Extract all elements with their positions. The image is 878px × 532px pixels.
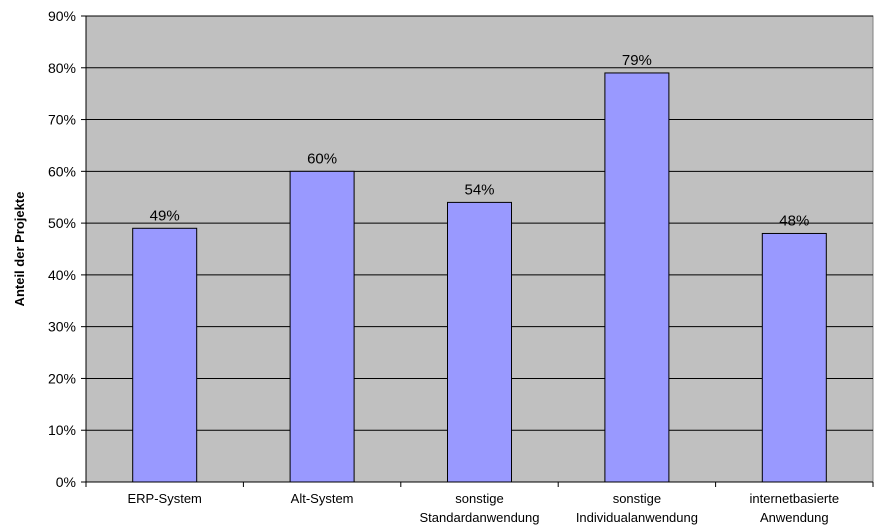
- bar: [132, 227, 198, 483]
- y-tick-label: 80%: [48, 60, 76, 76]
- bar: [761, 232, 827, 483]
- y-tick-label: 90%: [48, 8, 76, 24]
- data-label: 49%: [150, 207, 180, 224]
- data-label: 48%: [779, 212, 809, 229]
- x-axis-categories: ERP-System Alt-System sonstige Standardanwe…: [85, 482, 874, 525]
- y-axis-ticks: 0% 10% 20% 30% 40% 50% 60% 70% 80% 90%: [48, 8, 86, 490]
- y-tick-label: 10%: [48, 422, 76, 438]
- bar: [289, 170, 355, 483]
- gridlines: [86, 15, 873, 431]
- data-label: 60%: [307, 150, 337, 167]
- bar: [604, 72, 670, 483]
- x-category-label: ERP-System: [127, 491, 201, 506]
- y-tick-label: 30%: [48, 319, 76, 335]
- y-tick-label: 40%: [48, 267, 76, 283]
- x-category-label: sonstige Individualanwendung: [576, 491, 698, 525]
- y-tick-label: 20%: [48, 370, 76, 386]
- y-tick-label: 70%: [48, 112, 76, 128]
- y-tick-label: 0%: [56, 474, 76, 490]
- bar: [447, 201, 512, 483]
- y-tick-label: 50%: [48, 215, 76, 231]
- data-label: 54%: [464, 181, 494, 198]
- bars: [132, 72, 827, 483]
- y-axis-label: Anteil der Projekte: [12, 192, 27, 307]
- x-category-label: sonstige Standardanwendung: [420, 491, 540, 525]
- x-category-label: Alt-System: [291, 491, 354, 506]
- data-labels: 49% 60% 54% 79% 48%: [150, 52, 810, 230]
- data-label: 79%: [622, 52, 652, 69]
- x-category-label: internetbasierte Anwendung: [749, 491, 839, 525]
- y-tick-label: 60%: [48, 163, 76, 179]
